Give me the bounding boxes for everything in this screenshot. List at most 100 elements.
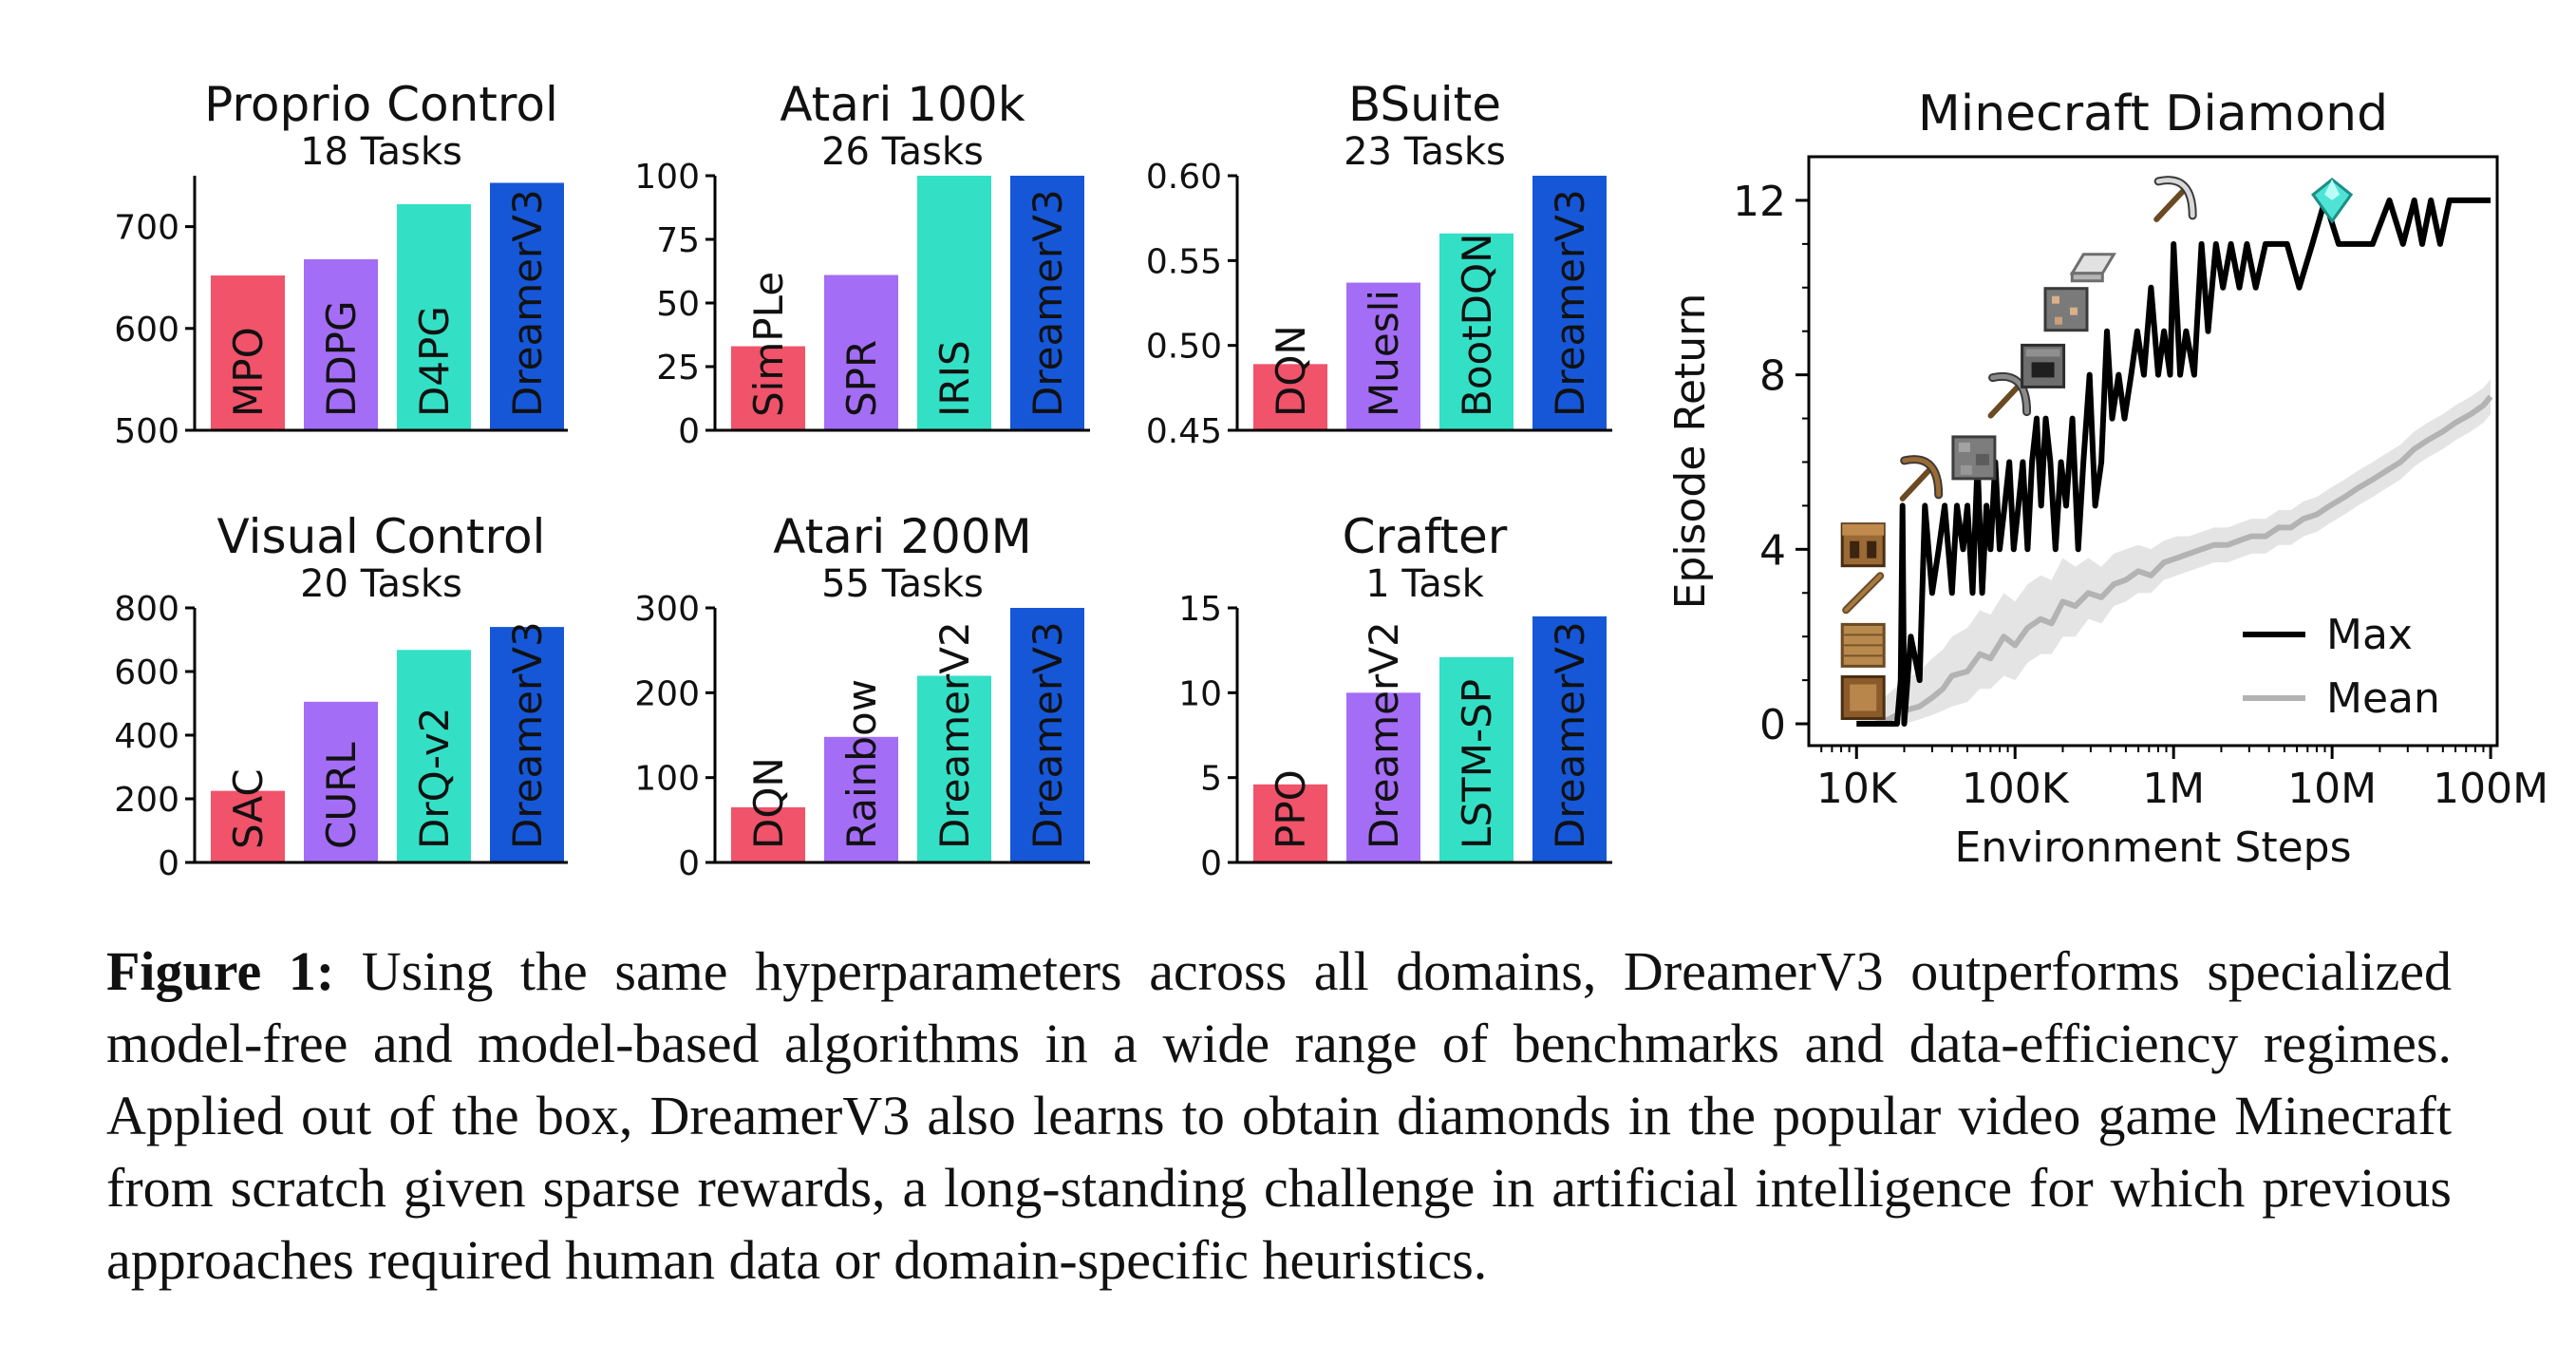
legend-max-label: Max	[2326, 611, 2413, 659]
y-tick-label: 0	[158, 844, 179, 883]
bar-label-dqn: DQN	[745, 757, 792, 849]
pickaxe-handle	[1987, 382, 2022, 419]
x-axis-label: Environment Steps	[1954, 823, 2351, 872]
y-tick-label: 5	[1200, 760, 1222, 799]
table-top	[1842, 523, 1885, 536]
panel-subtitle: 20 Tasks	[300, 562, 462, 606]
x-tick-label: 1M	[2142, 765, 2205, 813]
bar-dreamerv3	[490, 182, 564, 430]
stick-icon	[1842, 572, 1885, 615]
bar-dreamerv3	[1010, 608, 1084, 862]
bar-ddpg	[304, 258, 378, 430]
bar-rainbow	[824, 736, 898, 862]
y-tick-label: 700	[114, 209, 179, 248]
caption-text: Using the same hyperparameters across al…	[106, 940, 2452, 1291]
furnace-opening	[2031, 362, 2055, 378]
bars	[211, 182, 564, 430]
mean-line	[1856, 394, 2493, 727]
panel-title: Atari 100k	[780, 77, 1025, 132]
y-tick-label: 12	[1733, 178, 1786, 226]
iron-ingot-icon	[2069, 253, 2116, 283]
bar-label-dreamerv2: DreamerV2	[931, 621, 978, 849]
y-tick-label: 0	[1200, 844, 1222, 883]
bar-label-spr: SPR	[838, 340, 885, 417]
cobble-stone-b	[1975, 453, 1989, 465]
mean-band	[1856, 379, 2491, 724]
cobble-stone-a	[1958, 442, 1970, 452]
panel-subtitle: 26 Tasks	[821, 130, 984, 174]
log-rings	[1850, 684, 1877, 711]
panel-title: Proprio Control	[204, 77, 558, 132]
cobblestone-icon	[1951, 435, 1997, 481]
x-tick-label: 10K	[1816, 765, 1898, 813]
line-panel-title: Minecraft Diamond	[1918, 85, 2388, 142]
bar-label-bootdqn: BootDQN	[1454, 234, 1500, 418]
y-tick-label: 8	[1759, 352, 1786, 401]
bars	[731, 608, 1084, 862]
bar-label-lstm-sp: LSTM-SP	[1454, 679, 1500, 849]
y-tick-label: 0.45	[1146, 412, 1222, 451]
cobble-stone-c	[1960, 464, 1972, 475]
furnace-icon	[2021, 343, 2066, 388]
wooden-pickaxe-icon	[1899, 455, 1944, 502]
table-tool-b	[1867, 540, 1877, 558]
y-tick-label: 75	[656, 221, 700, 260]
bar-curl	[304, 701, 378, 862]
y-tick-label: 300	[634, 590, 700, 629]
bar-dreamerv3	[1532, 176, 1607, 430]
bar-label-dreamerv2: DreamerV2	[1361, 621, 1407, 849]
bar-label-rainbow: Rainbow	[838, 679, 885, 849]
legend-mean-label: Mean	[2326, 674, 2440, 723]
ore-fleck-b	[2070, 307, 2078, 315]
bar-label-mpo: MPO	[225, 327, 272, 417]
bar-sac	[211, 790, 285, 862]
y-tick-label: 200	[114, 781, 179, 820]
bar-label-dreamerv3: DreamerV3	[504, 621, 551, 849]
bar-ppo	[1253, 784, 1327, 862]
furnace-top	[2025, 349, 2060, 357]
pickaxe-head	[2155, 178, 2195, 218]
diamond-shine	[2324, 179, 2341, 200]
bar-label-dreamerv3: DreamerV3	[1025, 621, 1071, 849]
panel-title: Visual Control	[217, 509, 546, 564]
pickaxe-head	[1990, 373, 2030, 415]
bar-dreamerv3	[1532, 615, 1607, 862]
panel-subtitle: 1 Task	[1365, 562, 1484, 606]
panel-title: BSuite	[1348, 77, 1501, 132]
bar-label-curl: CURL	[318, 742, 365, 849]
y-tick-label: 400	[114, 717, 179, 756]
y-tick-label: 50	[656, 285, 700, 324]
y-tick-label: 0	[678, 844, 700, 883]
y-tick-label: 4	[1759, 526, 1786, 575]
bar-dreamerv3	[1010, 176, 1084, 430]
bar-dqn	[731, 806, 805, 862]
y-tick-label: 25	[656, 349, 700, 388]
pickaxe-handle	[2153, 185, 2189, 222]
table-tool-a	[1850, 540, 1860, 558]
bar-label-dreamerv3: DreamerV3	[1547, 189, 1593, 417]
figure-caption: Figure 1: Using the same hyperparameters…	[106, 936, 2452, 1297]
y-tick-label: 800	[114, 590, 179, 629]
bar-label-muesli: Muesli	[1361, 290, 1407, 417]
y-tick-label: 200	[634, 674, 700, 713]
panel-subtitle: 23 Tasks	[1344, 130, 1506, 174]
panel-subtitle: 18 Tasks	[300, 130, 462, 174]
bar-lstm-sp	[1439, 656, 1514, 862]
bars	[211, 627, 564, 862]
plot-frame	[1807, 155, 2499, 748]
log-icon	[1840, 675, 1886, 720]
pickaxe-handle	[1899, 464, 1934, 502]
stick-highlight	[1844, 574, 1883, 613]
bar-label-d4pg: D4PG	[411, 306, 458, 417]
bar-dreamerv2	[917, 675, 991, 862]
stone-pickaxe-icon	[1987, 371, 2032, 419]
ingot-front	[2070, 272, 2104, 283]
bar-label-ppo: PPO	[1268, 769, 1314, 849]
